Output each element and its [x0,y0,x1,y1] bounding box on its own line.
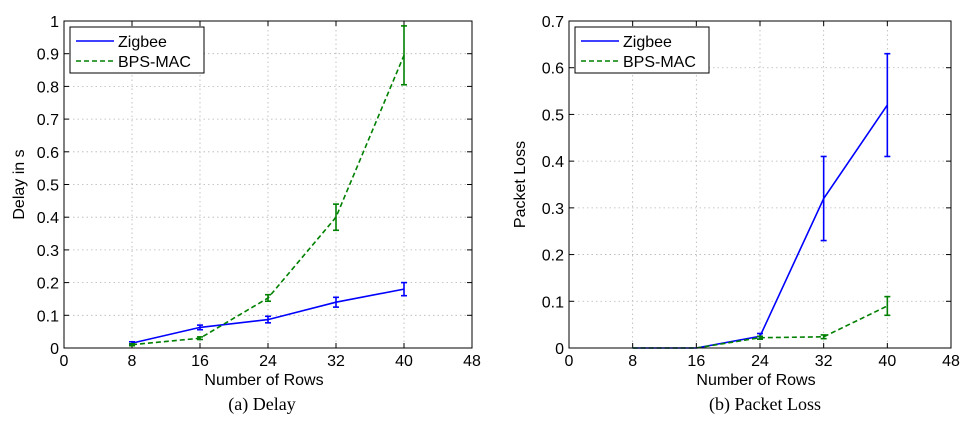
x-tick-label: 32 [815,353,833,370]
y-tick-label: 0.4 [542,154,564,171]
y-tick-label: 0 [50,341,59,358]
y-tick-label: 0.2 [37,276,59,293]
data-point-zigbee [401,281,407,297]
y-tick-label: 0.4 [37,210,59,227]
y-tick-label: 0.1 [37,308,59,325]
x-tick-label: 8 [128,353,137,370]
y-tick-label: 0.9 [37,47,59,64]
y-tick-label: 0 [555,341,564,358]
x-tick-label: 48 [942,353,960,370]
x-tick-label: 8 [628,353,637,370]
legend: Zigbee BPS-MAC [574,26,710,74]
x-tick-label: 24 [751,353,769,370]
figure-caption: (b) Packet Loss [709,394,821,415]
y-tick-label: 0.1 [542,294,564,311]
x-tick-label: 0 [565,353,574,370]
data-point-zigbee [820,155,827,242]
y-tick-label: 0.8 [37,79,59,96]
x-tick-label: 32 [327,353,345,370]
x-tick-label: 40 [878,353,896,370]
data-point-zigbee [333,296,339,308]
y-tick-label: 0.7 [37,112,59,129]
legend-label-bps-mac: BPS-MAC [118,54,191,71]
data-point-bps-mac [757,335,763,340]
figure-caption: (a) Delay [228,394,295,415]
x-tick-label: 48 [463,353,481,370]
x-tick-label: 16 [191,353,209,370]
y-tick-label: 0.6 [542,61,564,78]
data-point-zigbee [265,315,271,324]
data-point-bps-mac [197,336,203,341]
y-tick-label: 0.3 [542,201,564,218]
y-tick-label: 0.7 [542,14,564,31]
data-point-bps-mac [820,334,827,340]
y-axis-title: Delay in s [11,149,28,219]
y-axis-title: Packet Loss [512,141,529,228]
x-tick-label: 16 [687,353,705,370]
data-point-zigbee [884,52,891,158]
x-tick-label: 40 [395,353,413,370]
y-tick-label: 1 [50,14,59,31]
data-point-bps-mac [129,342,135,347]
data-point-bps-mac [333,203,339,232]
plot-frame [568,20,952,349]
x-axis-title: Number of Rows [204,372,323,389]
legend-label-zigbee: Zigbee [623,34,672,51]
y-tick-label: 0.2 [542,248,564,265]
data-point-bps-mac [401,25,407,86]
chart-panel-packet-loss: 0 8 16 24 32 40 48 0 0.1 0.2 0.3 0.4 0.5 0.6 0.7 Zigbee… [512,14,960,415]
data-point-bps-mac [884,295,891,317]
chart-panel-delay: 0 8 16 24 32 40 48 0 0.1 0.2 0.3 0.4 0.5 0.6 0.7 0.8 0.9… [11,14,481,415]
x-axis-title: Number of Rows [696,372,815,389]
legend-label-zigbee: Zigbee [118,34,167,51]
y-tick-label: 0.6 [37,145,59,162]
y-tick-label: 0.5 [542,107,564,124]
legend: Zigbee BPS-MAC [69,26,205,74]
legend-box [69,26,205,74]
x-tick-label: 24 [259,353,277,370]
y-tick-label: 0.3 [37,243,59,260]
legend-box [574,26,710,74]
plot-frame [63,20,473,349]
y-tick-label: 0.5 [37,178,59,195]
legend-label-bps-mac: BPS-MAC [623,54,696,71]
data-point-zigbee [197,324,203,331]
data-point-bps-mac [265,293,271,303]
x-tick-label: 0 [60,353,69,370]
